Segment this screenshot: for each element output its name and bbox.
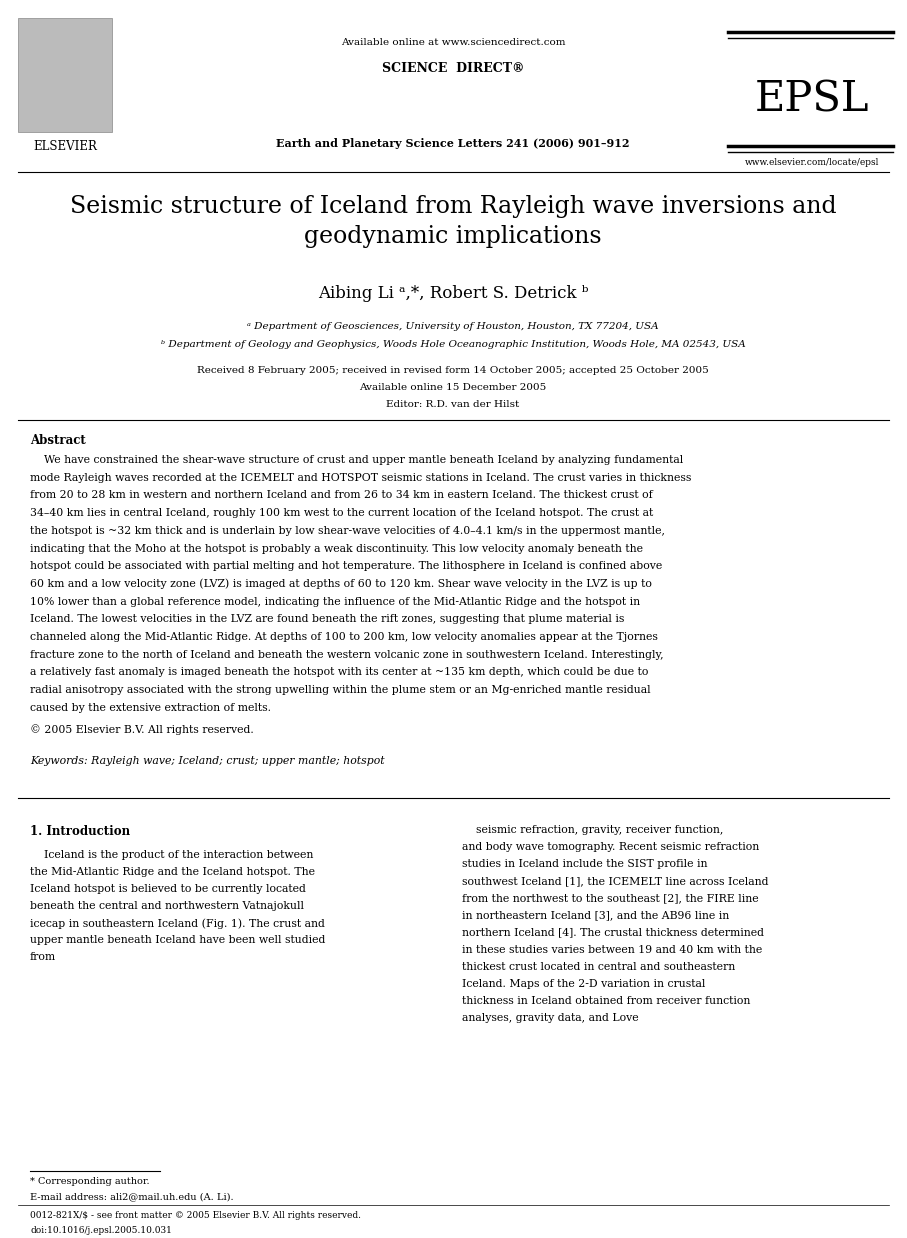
Text: and body wave tomography. Recent seismic refraction: and body wave tomography. Recent seismic… [462, 842, 759, 852]
Text: SCIENCE  DIRECT®: SCIENCE DIRECT® [382, 62, 524, 76]
Text: beneath the central and northwestern Vatnajokull: beneath the central and northwestern Vat… [30, 901, 304, 911]
Text: EPSL: EPSL [755, 78, 869, 120]
Text: hotspot could be associated with partial melting and hot temperature. The lithos: hotspot could be associated with partial… [30, 561, 662, 571]
Text: caused by the extensive extraction of melts.: caused by the extensive extraction of me… [30, 703, 271, 713]
Text: Available online at www.sciencedirect.com: Available online at www.sciencedirect.co… [341, 38, 565, 47]
Text: ᵇ Department of Geology and Geophysics, Woods Hole Oceanographic Institution, Wo: ᵇ Department of Geology and Geophysics, … [161, 340, 746, 349]
Text: 60 km and a low velocity zone (LVZ) is imaged at depths of 60 to 120 km. Shear w: 60 km and a low velocity zone (LVZ) is i… [30, 579, 652, 589]
Text: thickness in Iceland obtained from receiver function: thickness in Iceland obtained from recei… [462, 995, 750, 1005]
Text: Abstract: Abstract [30, 435, 86, 447]
Text: Earth and Planetary Science Letters 241 (2006) 901–912: Earth and Planetary Science Letters 241 … [277, 137, 629, 149]
Text: Keywords: Rayleigh wave; Iceland; crust; upper mantle; hotspot: Keywords: Rayleigh wave; Iceland; crust;… [30, 756, 385, 766]
Text: doi:10.1016/j.epsl.2005.10.031: doi:10.1016/j.epsl.2005.10.031 [30, 1226, 171, 1234]
Text: radial anisotropy associated with the strong upwelling within the plume stem or : radial anisotropy associated with the st… [30, 685, 650, 696]
Text: a relatively fast anomaly is imaged beneath the hotspot with its center at ~135 : a relatively fast anomaly is imaged bene… [30, 667, 649, 677]
Text: * Corresponding author.: * Corresponding author. [30, 1177, 150, 1186]
Text: ELSEVIER: ELSEVIER [33, 140, 97, 154]
Text: Aibing Li ᵃ,*, Robert S. Detrick ᵇ: Aibing Li ᵃ,*, Robert S. Detrick ᵇ [317, 285, 589, 302]
Text: southwest Iceland [1], the ICEMELT line across Iceland: southwest Iceland [1], the ICEMELT line … [462, 877, 768, 886]
Text: analyses, gravity data, and Love: analyses, gravity data, and Love [462, 1013, 639, 1023]
Text: channeled along the Mid-Atlantic Ridge. At depths of 100 to 200 km, low velocity: channeled along the Mid-Atlantic Ridge. … [30, 633, 658, 643]
Text: Seismic structure of Iceland from Rayleigh wave inversions and
geodynamic implic: Seismic structure of Iceland from Raylei… [70, 196, 836, 248]
Text: Iceland hotspot is believed to be currently located: Iceland hotspot is believed to be curren… [30, 884, 306, 894]
Text: from the northwest to the southeast [2], the FIRE line: from the northwest to the southeast [2],… [462, 894, 758, 904]
Text: icecap in southeastern Iceland (Fig. 1). The crust and: icecap in southeastern Iceland (Fig. 1).… [30, 919, 325, 928]
Text: fracture zone to the north of Iceland and beneath the western volcanic zone in s: fracture zone to the north of Iceland an… [30, 650, 664, 660]
Text: © 2005 Elsevier B.V. All rights reserved.: © 2005 Elsevier B.V. All rights reserved… [30, 724, 254, 735]
Text: thickest crust located in central and southeastern: thickest crust located in central and so… [462, 962, 736, 972]
Text: in these studies varies between 19 and 40 km with the: in these studies varies between 19 and 4… [462, 945, 762, 954]
Text: indicating that the Moho at the hotspot is probably a weak discontinuity. This l: indicating that the Moho at the hotspot … [30, 543, 643, 553]
Text: Iceland is the product of the interaction between: Iceland is the product of the interactio… [30, 849, 314, 859]
Text: We have constrained the shear-wave structure of crust and upper mantle beneath I: We have constrained the shear-wave struc… [30, 456, 683, 465]
Text: seismic refraction, gravity, receiver function,: seismic refraction, gravity, receiver fu… [462, 825, 724, 834]
Text: 0012-821X/$ - see front matter © 2005 Elsevier B.V. All rights reserved.: 0012-821X/$ - see front matter © 2005 El… [30, 1211, 361, 1219]
Text: in northeastern Iceland [3], and the AB96 line in: in northeastern Iceland [3], and the AB9… [462, 910, 729, 920]
Text: from: from [30, 952, 56, 962]
Bar [18, 19, 112, 132]
Text: northern Iceland [4]. The crustal thickness determined: northern Iceland [4]. The crustal thickn… [462, 927, 764, 937]
Text: studies in Iceland include the SIST profile in: studies in Iceland include the SIST prof… [462, 859, 707, 869]
Text: Editor: R.D. van der Hilst: Editor: R.D. van der Hilst [386, 400, 520, 409]
Text: Iceland. The lowest velocities in the LVZ are found beneath the rift zones, sugg: Iceland. The lowest velocities in the LV… [30, 614, 624, 624]
Text: the hotspot is ~32 km thick and is underlain by low shear-wave velocities of 4.0: the hotspot is ~32 km thick and is under… [30, 526, 665, 536]
Text: upper mantle beneath Iceland have been well studied: upper mantle beneath Iceland have been w… [30, 935, 326, 945]
Text: E-mail address: ali2@mail.uh.edu (A. Li).: E-mail address: ali2@mail.uh.edu (A. Li)… [30, 1192, 234, 1201]
Text: Available online 15 December 2005: Available online 15 December 2005 [359, 383, 547, 392]
Text: Iceland. Maps of the 2-D variation in crustal: Iceland. Maps of the 2-D variation in cr… [462, 979, 706, 989]
Text: 1. Introduction: 1. Introduction [30, 825, 130, 838]
Text: 34–40 km lies in central Iceland, roughly 100 km west to the current location of: 34–40 km lies in central Iceland, roughl… [30, 508, 653, 519]
Text: mode Rayleigh waves recorded at the ICEMELT and HOTSPOT seismic stations in Icel: mode Rayleigh waves recorded at the ICEM… [30, 473, 691, 483]
Text: 10% lower than a global reference model, indicating the influence of the Mid-Atl: 10% lower than a global reference model,… [30, 597, 640, 607]
Text: Received 8 February 2005; received in revised form 14 October 2005; accepted 25 : Received 8 February 2005; received in re… [197, 366, 709, 375]
Text: ᵃ Department of Geosciences, University of Houston, Houston, TX 77204, USA: ᵃ Department of Geosciences, University … [248, 322, 658, 331]
Text: www.elsevier.com/locate/epsl: www.elsevier.com/locate/epsl [745, 158, 879, 167]
Text: the Mid-Atlantic Ridge and the Iceland hotspot. The: the Mid-Atlantic Ridge and the Iceland h… [30, 867, 315, 877]
Text: from 20 to 28 km in western and northern Iceland and from 26 to 34 km in eastern: from 20 to 28 km in western and northern… [30, 490, 653, 500]
